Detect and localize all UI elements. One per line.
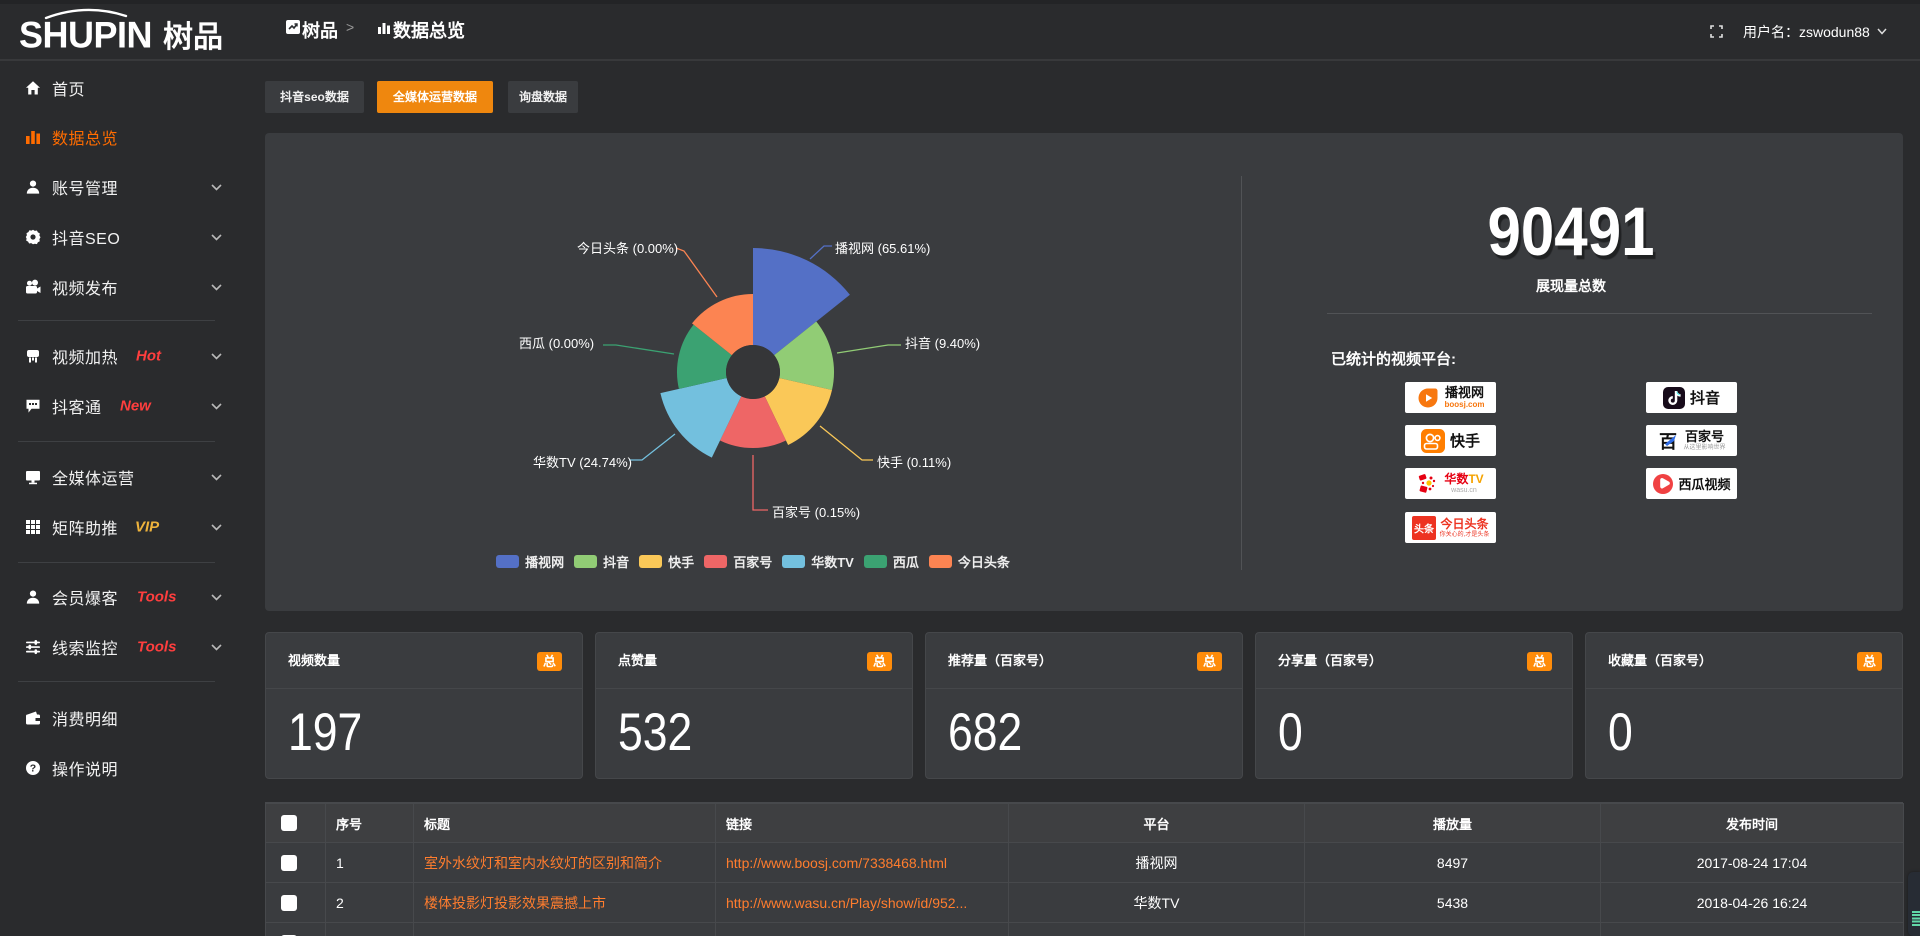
svg-text:?: ? [30,763,36,775]
svg-text:树品: 树品 [163,21,223,54]
svg-text:SHUPIN: SHUPIN [19,14,152,54]
svg-text:头条: 头条 [1414,522,1435,535]
